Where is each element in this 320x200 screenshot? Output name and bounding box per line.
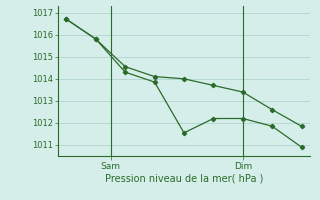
X-axis label: Pression niveau de la mer( hPa ): Pression niveau de la mer( hPa ) bbox=[105, 173, 263, 183]
